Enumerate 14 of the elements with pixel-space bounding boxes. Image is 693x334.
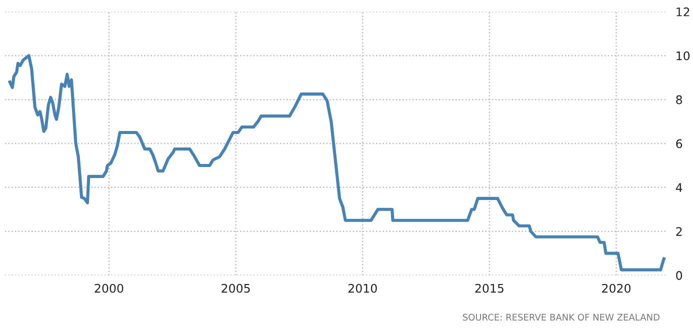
y-tick-label: 10 <box>676 51 690 60</box>
y-tick-label: 4 <box>676 183 682 192</box>
y-tick-label: 0 <box>676 271 682 280</box>
x-tick-label: 2010 <box>348 284 377 293</box>
x-tick-label: 2005 <box>222 284 250 293</box>
source-note: SOURCE: RESERVE BANK OF NEW ZEALAND <box>462 314 660 321</box>
y-tick-label: 2 <box>676 227 682 236</box>
x-tick-label: 2020 <box>602 284 631 293</box>
line-series <box>8 54 666 272</box>
y-tick-label: 6 <box>676 139 682 148</box>
x-tick-label: 2000 <box>94 284 124 293</box>
y-tick-label: 8 <box>676 95 682 104</box>
y-tick-label: 12 <box>676 7 690 16</box>
x-tick-label: 2015 <box>475 284 504 293</box>
